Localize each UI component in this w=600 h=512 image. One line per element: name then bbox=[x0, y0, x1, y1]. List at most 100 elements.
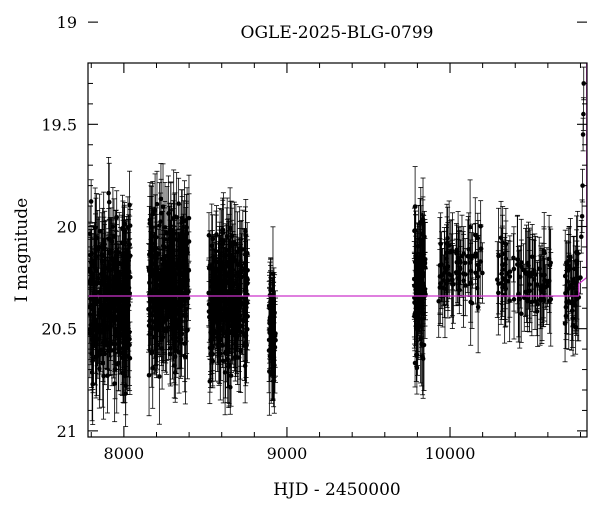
point-marker bbox=[154, 201, 160, 207]
point-marker bbox=[150, 305, 155, 310]
point-marker bbox=[101, 373, 106, 379]
data-point bbox=[170, 225, 176, 308]
data-point bbox=[212, 282, 218, 329]
point-marker bbox=[243, 228, 248, 234]
point-marker bbox=[107, 348, 113, 353]
point-marker bbox=[229, 301, 235, 306]
point-marker bbox=[210, 236, 215, 242]
point-marker bbox=[209, 243, 215, 249]
y-axis-label: I magnitude bbox=[12, 198, 32, 302]
data-point bbox=[223, 255, 229, 344]
point-marker bbox=[113, 300, 118, 306]
point-marker bbox=[243, 314, 249, 319]
point-marker bbox=[242, 363, 248, 369]
data-point bbox=[228, 292, 234, 360]
point-marker bbox=[180, 270, 185, 276]
data-point bbox=[160, 280, 166, 328]
point-marker bbox=[213, 267, 218, 273]
point-marker bbox=[147, 252, 152, 257]
data-point bbox=[167, 310, 173, 387]
point-marker bbox=[173, 288, 179, 294]
point-marker bbox=[223, 297, 229, 303]
data-point bbox=[234, 274, 240, 358]
point-marker bbox=[173, 335, 179, 341]
point-marker bbox=[213, 248, 219, 254]
data-point bbox=[226, 266, 232, 364]
data-point bbox=[158, 192, 164, 251]
point-marker bbox=[218, 327, 224, 332]
point-marker bbox=[96, 244, 101, 250]
point-marker bbox=[182, 273, 188, 279]
point-marker bbox=[106, 199, 112, 205]
data-point bbox=[152, 173, 158, 248]
point-marker bbox=[182, 353, 188, 359]
point-marker bbox=[238, 323, 244, 329]
point-marker bbox=[168, 345, 173, 351]
point-marker bbox=[219, 237, 224, 243]
data-point bbox=[150, 234, 156, 313]
point-marker bbox=[150, 365, 156, 371]
point-marker bbox=[123, 391, 128, 396]
data-point bbox=[114, 267, 120, 353]
point-marker bbox=[222, 370, 228, 375]
data-point bbox=[88, 258, 93, 305]
data-point bbox=[102, 271, 108, 352]
point-marker bbox=[162, 237, 168, 242]
point-marker bbox=[168, 284, 174, 289]
point-marker bbox=[161, 282, 166, 288]
point-marker bbox=[125, 225, 131, 230]
data-point bbox=[213, 210, 219, 292]
data-point bbox=[176, 255, 182, 320]
data-point bbox=[106, 219, 112, 287]
point-marker bbox=[241, 318, 246, 323]
data-point bbox=[123, 293, 129, 342]
data-point bbox=[217, 306, 223, 401]
point-marker bbox=[228, 323, 234, 329]
data-point bbox=[150, 327, 156, 409]
point-marker bbox=[235, 249, 240, 254]
data-point bbox=[210, 280, 216, 355]
point-marker bbox=[222, 284, 228, 290]
point-marker bbox=[226, 312, 232, 318]
point-marker bbox=[242, 266, 247, 271]
point-marker bbox=[212, 303, 218, 308]
data-point bbox=[242, 206, 248, 257]
point-marker bbox=[158, 219, 163, 224]
data-point bbox=[207, 358, 213, 405]
point-marker bbox=[114, 281, 119, 287]
data-point bbox=[173, 249, 179, 334]
point-marker bbox=[164, 230, 170, 235]
point-marker bbox=[126, 269, 132, 274]
point-marker bbox=[176, 285, 182, 290]
point-marker bbox=[121, 272, 127, 277]
point-marker bbox=[218, 351, 223, 356]
point-marker bbox=[121, 229, 127, 234]
point-marker bbox=[214, 232, 219, 237]
point-marker bbox=[207, 379, 213, 384]
point-marker bbox=[106, 190, 111, 196]
point-marker bbox=[221, 280, 227, 286]
data-point bbox=[179, 281, 185, 377]
data-point bbox=[153, 292, 159, 372]
data-point bbox=[107, 326, 113, 375]
data-point bbox=[99, 255, 105, 354]
point-marker bbox=[105, 285, 110, 291]
x-axis-label: HJD - 2450000 bbox=[273, 480, 401, 500]
data-point bbox=[121, 204, 127, 259]
point-marker bbox=[124, 339, 129, 345]
point-marker bbox=[120, 350, 125, 356]
point-marker bbox=[150, 271, 156, 276]
point-marker bbox=[99, 302, 104, 307]
point-marker bbox=[146, 306, 151, 312]
point-marker bbox=[227, 264, 232, 269]
point-marker bbox=[157, 223, 162, 228]
chart-title: OGLE-2025-BLG-0799 bbox=[241, 23, 434, 43]
point-marker bbox=[186, 289, 191, 294]
point-marker bbox=[93, 336, 98, 342]
point-marker bbox=[153, 329, 159, 335]
point-marker bbox=[171, 231, 177, 236]
point-marker bbox=[108, 318, 114, 323]
point-marker bbox=[182, 277, 188, 283]
data-point bbox=[232, 289, 238, 372]
point-marker bbox=[152, 208, 158, 213]
